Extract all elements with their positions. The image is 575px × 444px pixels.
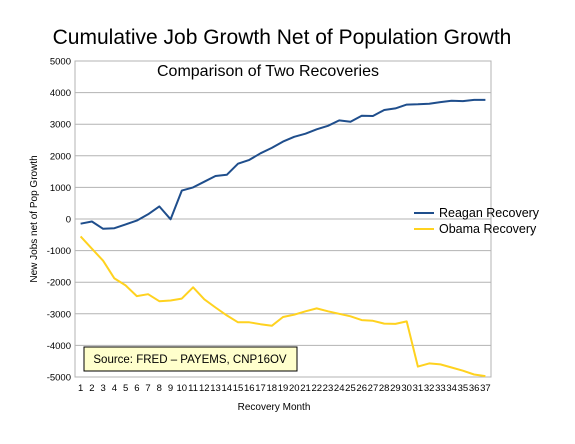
x-tick-label-37: 37 (480, 383, 491, 394)
x-tick-label-11: 11 (188, 383, 198, 394)
x-tick-label-22: 22 (311, 383, 322, 394)
series-lines (79, 98, 486, 378)
legend-label-reagan: Reagan Recovery (439, 206, 540, 220)
x-tick-label-8: 8 (157, 383, 162, 394)
x-tick-label-10: 10 (177, 383, 188, 394)
x-tick-label-15: 15 (233, 383, 244, 394)
x-tick-label-29: 29 (390, 383, 401, 394)
y-tick-label-5000: 5000 (50, 57, 71, 68)
legend: Reagan Recovery Obama Recovery (414, 206, 540, 236)
gridlines (75, 60, 491, 378)
y-axis-label: New Jobs net of Pop Growth (29, 155, 40, 282)
x-tick-label-31: 31 (413, 383, 424, 394)
plot-area-border (74, 60, 492, 378)
x-tick-label-4: 4 (112, 383, 117, 394)
x-tick-label-21: 21 (300, 383, 311, 394)
y-tick-label-2000: 2000 (50, 151, 71, 162)
x-tick-label-14: 14 (221, 383, 232, 394)
x-tick-label-32: 32 (424, 383, 435, 394)
series-line-reagan (80, 98, 486, 230)
x-tick-label-36: 36 (469, 383, 480, 394)
x-tick-label-13: 13 (210, 383, 221, 394)
y-tick-label--5000: -5000 (47, 373, 71, 384)
source-note-text: Source: FRED – PAYEMS, CNP16OV (93, 354, 287, 366)
y-axis-ticks: -5000 -4000 -3000 -2000 -1000 0 1000 2000 3000 40… (47, 57, 71, 384)
x-axis-label: Recovery Month (238, 402, 311, 413)
x-tick-label-12: 12 (199, 383, 210, 394)
x-tick-label-28: 28 (379, 383, 390, 394)
y-tick-label-1000: 1000 (50, 183, 71, 194)
x-tick-label-35: 35 (458, 383, 469, 394)
x-tick-label-5: 5 (123, 383, 128, 394)
x-tick-label-2: 2 (89, 383, 94, 394)
x-tick-label-23: 23 (323, 383, 334, 394)
legend-label-obama: Obama Recovery (439, 222, 537, 236)
x-axis-ticks: 1 2 3 4 5 6 7 8 9 10 11 12 13 14 15 16 17 18 19 20 21 22 23 24 2… (78, 383, 491, 394)
x-tick-label-6: 6 (134, 383, 139, 394)
y-tick-label--3000: -3000 (47, 309, 71, 320)
y-tick-label-4000: 4000 (50, 88, 71, 99)
source-note-box (83, 346, 298, 372)
x-tick-label-33: 33 (435, 383, 446, 394)
x-tick-label-19: 19 (278, 383, 289, 394)
series-line-obama (79, 235, 486, 378)
x-tick-label-30: 30 (401, 383, 412, 394)
x-tick-label-25: 25 (345, 383, 356, 394)
x-tick-label-20: 20 (289, 383, 300, 394)
x-tick-label-24: 24 (334, 383, 345, 394)
x-tick-label-7: 7 (145, 383, 150, 394)
x-tick-label-18: 18 (266, 383, 277, 394)
x-tick-label-26: 26 (356, 383, 367, 394)
y-tick-label-3000: 3000 (50, 120, 71, 131)
y-tick-label--4000: -4000 (47, 341, 71, 352)
x-tick-label-3: 3 (100, 383, 105, 394)
x-tick-label-34: 34 (446, 383, 457, 394)
chart-subtitle: Comparison of Two Recoveries (157, 63, 379, 80)
x-tick-label-1: 1 (78, 383, 83, 394)
x-tick-label-27: 27 (368, 383, 379, 394)
source-note: Source: FRED – PAYEMS, CNP16OV (83, 346, 298, 372)
y-tick-label-0: 0 (66, 215, 71, 226)
y-tick-label--1000: -1000 (47, 246, 71, 257)
x-tick-label-17: 17 (255, 383, 266, 394)
x-tick-label-9: 9 (168, 383, 173, 394)
chart-title: Cumulative Job Growth Net of Population … (53, 26, 512, 49)
x-tick-label-16: 16 (244, 383, 255, 394)
y-tick-label--2000: -2000 (47, 278, 71, 289)
